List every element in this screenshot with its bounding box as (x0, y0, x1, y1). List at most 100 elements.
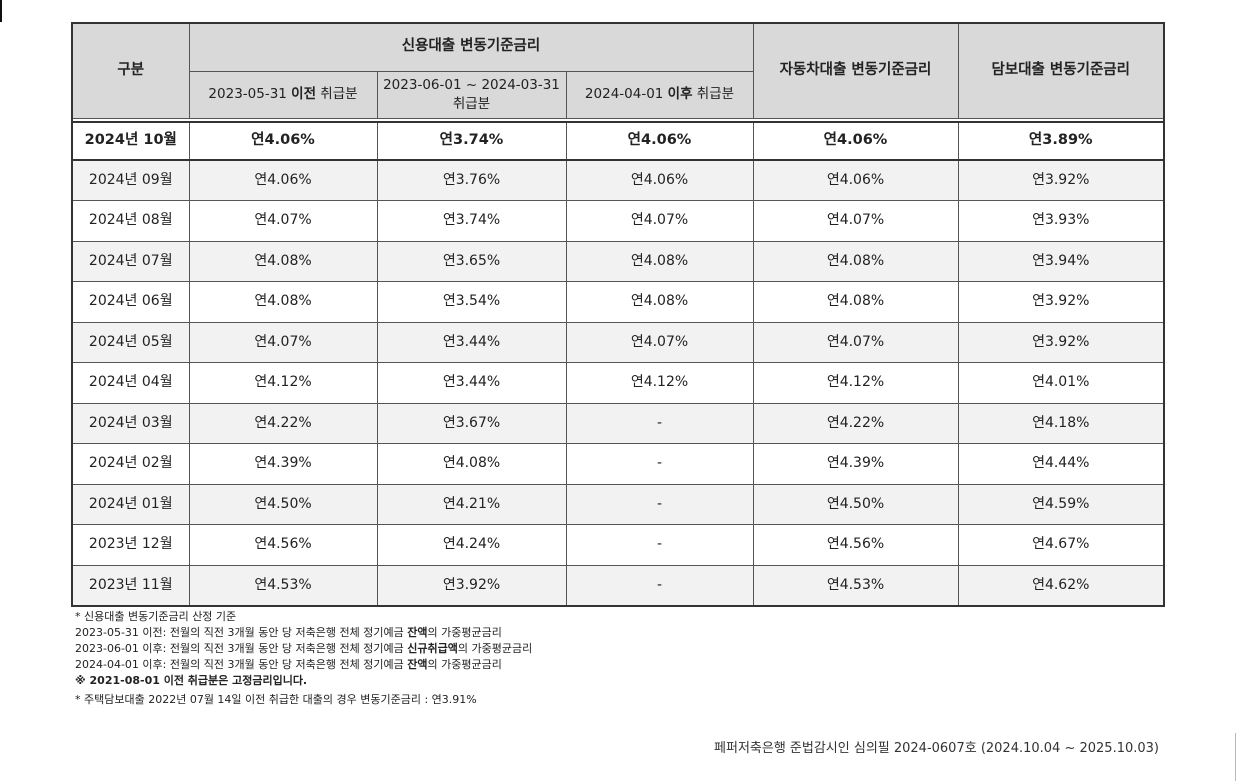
month-cell: 2024년 06월 (71, 281, 190, 323)
rate-cell: 연4.53% (752, 564, 959, 606)
rate-cell: 연4.22% (752, 402, 959, 444)
rate-cell: 연4.21% (376, 483, 567, 525)
rate-cell: 연4.08% (565, 240, 754, 282)
month-cell: 2023년 12월 (71, 524, 190, 566)
rate-cell: 연3.76% (376, 159, 567, 201)
month-cell: 2024년 01월 (71, 483, 190, 525)
rate-cell: 연4.44% (957, 443, 1165, 485)
mortgage-loan-header: 담보대출 변동기준금리 (957, 22, 1165, 119)
rate-cell: 연3.92% (957, 321, 1165, 363)
current-month-row: 2024년 10월 연4.06% 연3.74% 연4.06% 연4.06% 연3… (71, 121, 1165, 161)
rate-cell: 연4.06% (752, 121, 959, 161)
rate-cell: 연4.07% (188, 200, 378, 242)
table-row: 2024년 06월 연4.08% 연3.54% 연4.08% 연4.08% 연3.92% (71, 281, 1165, 323)
rate-cell: 연4.07% (752, 200, 959, 242)
rate-cell: 연4.08% (376, 443, 567, 485)
rate-cell: 연4.07% (565, 321, 754, 363)
rate-cell: - (565, 483, 754, 525)
rate-cell: 연4.06% (565, 159, 754, 201)
rate-cell: 연4.50% (188, 483, 378, 525)
rate-cell: 연4.06% (752, 159, 959, 201)
rate-cell: 연4.07% (565, 200, 754, 242)
rate-cell: 연3.44% (376, 362, 567, 404)
rate-cell: 연4.62% (957, 564, 1165, 606)
fixed-rate-notice: ※ 2021-08-01 이전 취급분은 고정금리입니다. (75, 674, 308, 687)
table-row: 2024년 04월 연4.12% 연3.44% 연4.12% 연4.12% 연4.01% (71, 362, 1165, 404)
rate-cell: - (565, 402, 754, 444)
rate-cell: 연3.94% (957, 240, 1165, 282)
table-header: 구분 신용대출 변동기준금리 자동차대출 변동기준금리 담보대출 변동기준금리 … (71, 22, 1165, 119)
rate-cell: 연3.74% (376, 121, 567, 161)
rate-cell: 연3.92% (957, 159, 1165, 201)
rate-cell: 연4.06% (565, 121, 754, 161)
rate-cell: 연4.01% (957, 362, 1165, 404)
rate-cell: 연3.74% (376, 200, 567, 242)
month-cell: 2024년 10월 (71, 121, 190, 161)
basis-line: 2023-05-31 이전: 전월의 직전 3개월 동안 당 저축은행 전체 정… (75, 626, 502, 639)
rate-cell: 연4.12% (752, 362, 959, 404)
month-cell: 2024년 03월 (71, 402, 190, 444)
rate-cell: - (565, 443, 754, 485)
basis-line: 2024-04-01 이후: 전월의 직전 3개월 동안 당 저축은행 전체 정… (75, 658, 502, 671)
rate-cell: 연3.44% (376, 321, 567, 363)
table-row: 2024년 09월 연4.06% 연3.76% 연4.06% 연4.06% 연3.92% (71, 159, 1165, 201)
table-row: 2024년 02월 연4.39% 연4.08% - 연4.39% 연4.44% (71, 443, 1165, 485)
rate-cell: - (565, 524, 754, 566)
credit-subheader-after: 2024-04-01 이후 취급분 (565, 70, 754, 119)
compliance-footer: 페퍼저축은행 준법감시인 심의필 2024-0607호 (2024.10.04 … (714, 741, 1159, 756)
table-row: 2023년 12월 연4.56% 연4.24% - 연4.56% 연4.67% (71, 524, 1165, 566)
rate-cell: 연3.92% (376, 564, 567, 606)
table-row: 2024년 08월 연4.07% 연3.74% 연4.07% 연4.07% 연3.93% (71, 200, 1165, 242)
rate-cell: 연4.08% (752, 281, 959, 323)
rate-cell: 연4.12% (188, 362, 378, 404)
rate-cell: 연4.06% (188, 121, 378, 161)
month-cell: 2024년 09월 (71, 159, 190, 201)
table-row: 2023년 11월 연4.53% 연3.92% - 연4.53% 연4.62% (71, 564, 1165, 606)
rate-cell: 연4.08% (565, 281, 754, 323)
credit-loan-header: 신용대출 변동기준금리 (188, 22, 754, 72)
rate-cell: 연3.67% (376, 402, 567, 444)
category-header: 구분 (71, 22, 190, 119)
table-row: 2024년 03월 연4.22% 연3.67% - 연4.22% 연4.18% (71, 402, 1165, 444)
table-row: 2024년 01월 연4.50% 연4.21% - 연4.50% 연4.59% (71, 483, 1165, 525)
rate-cell: 연3.92% (957, 281, 1165, 323)
rate-cell: 연4.08% (752, 240, 959, 282)
rate-cell: 연4.22% (188, 402, 378, 444)
mortgage-note: * 주택담보대출 2022년 07월 14일 이전 취급한 대출의 경우 변동기… (75, 693, 477, 706)
rate-cell: 연4.18% (957, 402, 1165, 444)
rate-cell: 연4.39% (188, 443, 378, 485)
month-cell: 2024년 05월 (71, 321, 190, 363)
table-row: 2024년 05월 연4.07% 연3.44% 연4.07% 연4.07% 연3.92% (71, 321, 1165, 363)
credit-subheader-between: 2023-06-01 ~ 2024-03-31 취급분 (376, 70, 567, 119)
rate-cell: - (565, 564, 754, 606)
rate-cell: 연4.53% (188, 564, 378, 606)
rate-cell: 연4.56% (752, 524, 959, 566)
rate-cell: 연4.59% (957, 483, 1165, 525)
edge-mark (0, 0, 2, 22)
rate-cell: 연3.65% (376, 240, 567, 282)
rate-cell: 연4.67% (957, 524, 1165, 566)
month-cell: 2024년 04월 (71, 362, 190, 404)
rate-cell: 연4.50% (752, 483, 959, 525)
rate-cell: 연4.24% (376, 524, 567, 566)
rate-cell: 연4.07% (752, 321, 959, 363)
variable-rate-table: 구분 신용대출 변동기준금리 자동차대출 변동기준금리 담보대출 변동기준금리 … (71, 22, 1165, 607)
month-cell: 2024년 08월 (71, 200, 190, 242)
rate-cell: 연4.56% (188, 524, 378, 566)
month-cell: 2023년 11월 (71, 564, 190, 606)
rate-cell: 연4.08% (188, 240, 378, 282)
rate-cell: 연4.07% (188, 321, 378, 363)
notes-title: * 신용대출 변동기준금리 산정 기준 (75, 610, 237, 623)
basis-line: 2023-06-01 이후: 전월의 직전 3개월 동안 당 저축은행 전체 정… (75, 642, 533, 655)
month-cell: 2024년 07월 (71, 240, 190, 282)
rate-cell: 연3.89% (957, 121, 1165, 161)
rate-cell: 연4.06% (188, 159, 378, 201)
table-body: 2024년 10월 연4.06% 연3.74% 연4.06% 연4.06% 연3… (71, 117, 1165, 606)
rate-cell: 연4.12% (565, 362, 754, 404)
month-cell: 2024년 02월 (71, 443, 190, 485)
notes: * 신용대출 변동기준금리 산정 기준 2023-05-31 이전: 전월의 직… (75, 609, 532, 708)
table-row: 2024년 07월 연4.08% 연3.65% 연4.08% 연4.08% 연3.94% (71, 240, 1165, 282)
credit-subheader-before: 2023-05-31 이전 취급분 (188, 70, 378, 119)
rate-cell: 연3.54% (376, 281, 567, 323)
